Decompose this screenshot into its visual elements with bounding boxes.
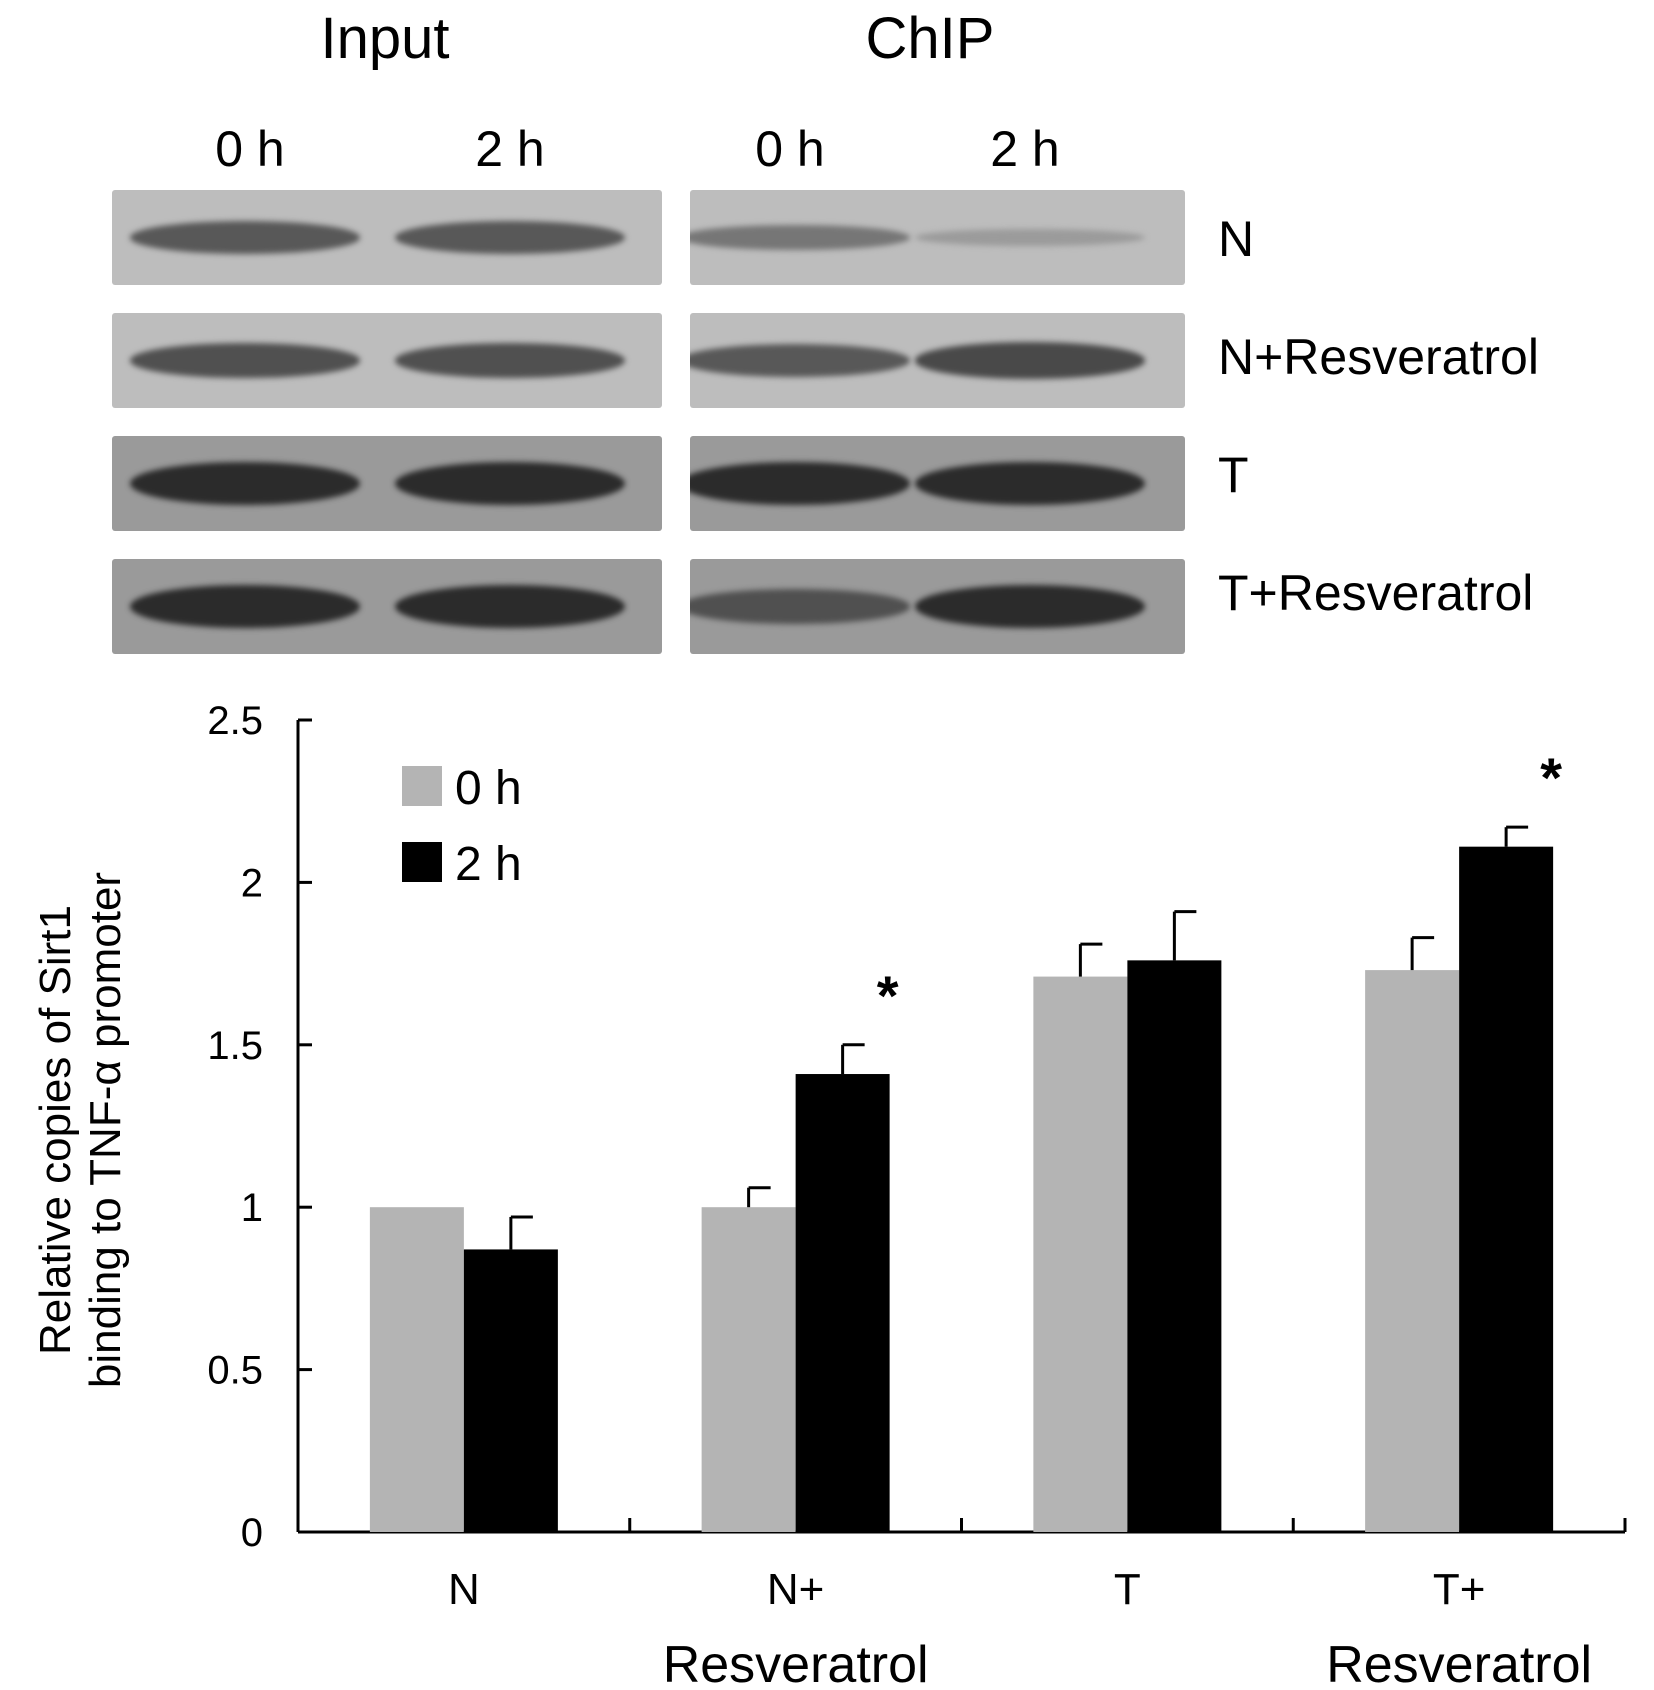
y-tick-label: 1.5 xyxy=(207,1024,263,1068)
legend: 0 h2 h xyxy=(402,762,522,891)
chip-header: ChIP xyxy=(865,6,995,71)
bars: ** xyxy=(369,746,1562,1532)
blot-panel-input-row-1 xyxy=(112,190,662,285)
significance-marker: * xyxy=(877,964,899,1027)
blot-panel-chip-row-1 xyxy=(690,190,1185,285)
row-label-t-resveratrol: T+Resveratrol xyxy=(1218,565,1534,621)
x-category-sublabel: Resveratrol xyxy=(663,1636,929,1690)
y-tick-label: 1 xyxy=(241,1186,263,1230)
blot-panel-input-row-3 xyxy=(112,436,662,531)
bar xyxy=(1459,846,1554,1532)
y-tick-label: 2.5 xyxy=(207,699,263,743)
y-axis-label: Relative copies of Sirt1 binding to TNF-… xyxy=(31,872,130,1388)
lane-label-chip-2h: 2 h xyxy=(990,121,1060,177)
x-tick-label: T+ xyxy=(1433,1565,1486,1614)
blot-panel-chip-row-4 xyxy=(690,559,1185,654)
blot-band xyxy=(915,585,1145,628)
blot-band xyxy=(915,342,1145,379)
blot-band xyxy=(395,585,625,628)
input-header: Input xyxy=(320,6,450,71)
bar xyxy=(795,1074,890,1532)
bar xyxy=(1033,976,1128,1532)
row-label-n: N xyxy=(1218,211,1255,267)
blot-band xyxy=(690,344,910,377)
x-tick-label: N xyxy=(448,1565,480,1614)
blot-band xyxy=(395,343,625,378)
blot-band xyxy=(690,589,910,624)
significance-marker: * xyxy=(1540,746,1562,809)
bar xyxy=(1127,960,1222,1532)
lane-label-input-0h: 0 h xyxy=(215,121,285,177)
y-axis-label-line-2: binding to TNF-α promoter xyxy=(81,872,130,1388)
y-tick-label: 2 xyxy=(241,861,263,905)
y-axis-label-line-1: Relative copies of Sirt1 xyxy=(31,905,80,1355)
blot-band xyxy=(130,221,360,254)
x-tick-label: T xyxy=(1114,1565,1141,1614)
blot-panel-chip-row-2 xyxy=(690,313,1185,408)
blot-band xyxy=(395,221,625,254)
y-tick-label: 0 xyxy=(241,1511,263,1555)
legend-swatch xyxy=(402,842,442,882)
blot-band xyxy=(130,585,360,628)
blot-panel-input-row-4 xyxy=(112,559,662,654)
legend-swatch xyxy=(402,766,442,806)
blot-panel-chip-row-3 xyxy=(690,436,1185,531)
axes: 0 0.5 1 1.5 2 2.5 N N+ Resveratrol T T+ Resveratrol xyxy=(207,699,1627,1690)
bar xyxy=(463,1249,558,1532)
blot-band xyxy=(130,462,360,505)
blot-band xyxy=(690,462,910,505)
blot-band xyxy=(130,343,360,378)
blot-band xyxy=(395,462,625,505)
blot-band xyxy=(690,224,910,251)
y-tick-label: 0.5 xyxy=(207,1349,263,1393)
legend-label: 0 h xyxy=(455,762,522,815)
x-tick-label: N+ xyxy=(767,1565,824,1614)
bar xyxy=(369,1207,464,1532)
blot-panel-input-row-2 xyxy=(112,313,662,408)
blot-band xyxy=(915,462,1145,505)
x-category-sublabel: Resveratrol xyxy=(1326,1636,1592,1690)
lane-label-input-2h: 2 h xyxy=(475,121,545,177)
legend-label: 2 h xyxy=(455,838,522,891)
bar xyxy=(701,1207,796,1532)
bar xyxy=(1365,970,1460,1532)
blot-band xyxy=(915,228,1145,247)
row-label-t: T xyxy=(1218,447,1249,503)
row-label-n-resveratrol: N+Resveratrol xyxy=(1218,329,1539,385)
lane-label-chip-0h: 0 h xyxy=(755,121,825,177)
